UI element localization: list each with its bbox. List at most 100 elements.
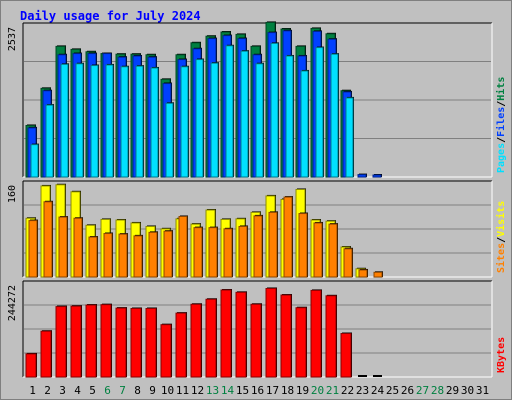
x-tick-label: 11 [176, 384, 189, 397]
bar-kbytes-day-19 [295, 307, 307, 378]
y-max-label: 244272 [7, 285, 18, 321]
bar-pages-day-6 [105, 64, 114, 178]
bar-sites-day-11 [178, 215, 188, 278]
bar-kbytes-day-20 [310, 289, 322, 378]
x-tick-label: 31 [476, 384, 489, 397]
bar-sites-day-8 [133, 235, 143, 278]
x-tick-label: 21 [326, 384, 339, 397]
legend-item-sites: Sites [495, 243, 507, 273]
bar-pages-day-16 [255, 63, 264, 178]
x-tick-label: 15 [236, 384, 249, 397]
x-tick-label: 30 [461, 384, 474, 397]
bar-pages-day-14 [225, 45, 234, 178]
bar-sites-day-20 [313, 222, 323, 278]
bar-sites-day-24 [373, 271, 383, 278]
bar-pages-day-15 [240, 50, 249, 178]
bar-files-day-23 [357, 174, 367, 178]
bar-sites-day-10 [163, 230, 173, 278]
x-tick-label: 25 [386, 384, 399, 397]
legend-text: Sites/Visits [495, 201, 507, 273]
x-tick-label: 2 [44, 384, 51, 397]
bar-sites-day-4 [73, 217, 83, 278]
bar-kbytes-day-15 [235, 291, 247, 378]
bar-pages-day-12 [195, 59, 204, 178]
x-tick-label: 13 [206, 384, 219, 397]
bar-pages-day-7 [120, 66, 129, 178]
bar-sites-day-6 [103, 233, 113, 278]
bar-pages-day-3 [60, 63, 69, 178]
bar-kbytes-day-2 [40, 330, 52, 378]
bar-kbytes-day-1 [25, 353, 37, 378]
bar-sites-day-14 [223, 228, 233, 278]
bar-sites-day-13 [208, 227, 218, 278]
x-tick-label: 5 [89, 384, 96, 397]
bar-kbytes-day-7 [115, 307, 127, 378]
bar-pages-day-9 [150, 67, 159, 178]
bar-kbytes-day-8 [130, 308, 142, 378]
bar-kbytes-day-9 [145, 308, 157, 378]
chart-title: Daily usage for July 2024 [20, 9, 201, 23]
y-max-label: 160 [7, 185, 18, 203]
bar-kbytes-day-18 [280, 294, 292, 378]
bar-sites-day-16 [253, 215, 263, 278]
bar-pages-day-1 [30, 144, 39, 178]
bar-pages-day-21 [330, 53, 339, 178]
x-tick-label: 3 [59, 384, 66, 397]
bar-kbytes-day-16 [250, 303, 262, 378]
bar-pages-day-4 [75, 63, 84, 178]
bar-sites-day-21 [328, 223, 338, 278]
bar-kbytes-day-17 [265, 287, 277, 378]
legend-separator: / [496, 101, 507, 107]
bar-sites-day-7 [118, 233, 128, 278]
bar-kbytes-day-3 [55, 306, 67, 378]
bar-sites-day-1 [28, 220, 38, 278]
legend-separator: / [496, 237, 507, 243]
bar-kbytes-day-6 [100, 304, 112, 378]
x-tick-label: 14 [221, 384, 235, 397]
bar-sites-day-19 [298, 213, 308, 278]
x-tick-label: 24 [371, 384, 385, 397]
x-tick-label: 6 [104, 384, 111, 397]
y-max-label: 2537 [7, 27, 18, 51]
bar-kbytes-day-10 [160, 324, 172, 378]
x-tick-label: 28 [431, 384, 444, 397]
bar-sites-day-9 [148, 231, 158, 278]
legend-item-kbytes: KBytes [496, 337, 507, 373]
bar-sites-day-12 [193, 227, 203, 278]
bar-sites-day-15 [238, 225, 248, 278]
bar-pages-day-11 [180, 66, 189, 178]
x-tick-label: 17 [266, 384, 279, 397]
bar-sites-day-17 [268, 211, 278, 278]
x-tick-label: 1 [29, 384, 36, 397]
bar-pages-day-20 [315, 47, 324, 178]
bar-kbytes-day-14 [220, 289, 232, 378]
bar-pages-day-8 [135, 65, 144, 178]
bar-pages-day-5 [90, 65, 99, 178]
bar-pages-day-2 [45, 104, 54, 178]
bar-kbytes-day-12 [190, 303, 202, 378]
bar-kbytes-day-21 [325, 295, 337, 378]
x-tick-label: 27 [416, 384, 429, 397]
bar-sites-day-18 [283, 196, 293, 278]
bar-kbytes-day-11 [175, 312, 187, 378]
bar-pages-day-10 [165, 102, 174, 178]
legend-item-files: Files [495, 107, 507, 137]
bar-sites-day-22 [343, 248, 353, 278]
bar-kbytes-day-22 [340, 333, 352, 378]
x-tick-label: 16 [251, 384, 264, 397]
legend-item-visits: Visits [495, 201, 507, 237]
x-tick-label: 4 [74, 384, 81, 397]
x-tick-label: 22 [341, 384, 354, 397]
bar-pages-day-22 [345, 97, 354, 178]
x-tick-label: 26 [401, 384, 414, 397]
bar-kbytes-day-5 [85, 304, 97, 378]
legend-separator: / [496, 137, 507, 143]
x-tick-label: 18 [281, 384, 294, 397]
bar-pages-day-18 [285, 55, 294, 178]
bar-pages-day-19 [300, 70, 309, 178]
bar-sites-day-2 [43, 201, 53, 278]
bar-kbytes-day-13 [205, 298, 217, 378]
x-tick-label: 12 [191, 384, 204, 397]
